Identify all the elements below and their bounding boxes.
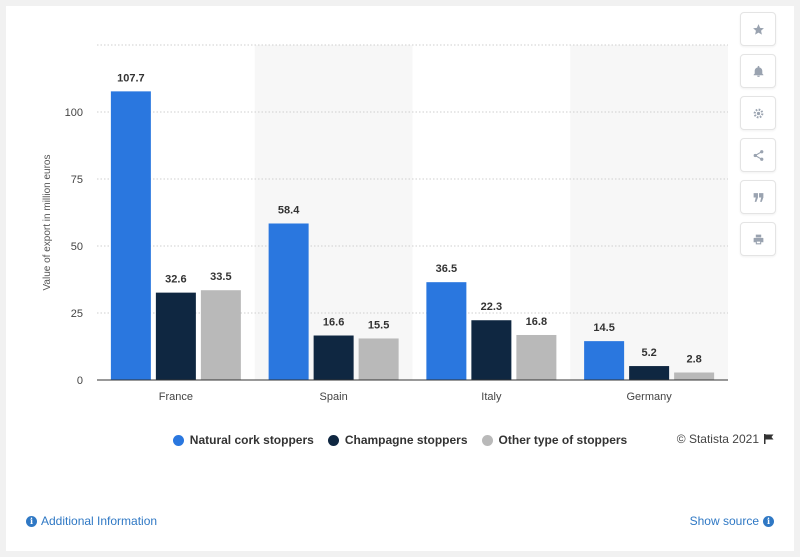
data-label: 32.6 — [165, 274, 186, 286]
gear-icon — [753, 108, 763, 118]
bar[interactable] — [313, 335, 354, 380]
bar[interactable] — [200, 290, 241, 380]
bar[interactable] — [155, 292, 196, 380]
legend-marker-icon — [481, 434, 493, 446]
bar[interactable] — [674, 372, 715, 380]
data-label: 33.5 — [210, 271, 231, 283]
legend-label: Champagne stoppers — [344, 433, 468, 447]
legend-item-other[interactable]: Other type of stoppers — [481, 433, 628, 447]
category-band — [570, 45, 728, 380]
bell-icon — [753, 65, 763, 77]
credit-text: © Statista 2021 — [676, 432, 759, 446]
legend-marker-icon — [327, 434, 339, 446]
y-axis-title: Value of export in million euros — [42, 155, 53, 291]
legend-marker-icon — [172, 434, 184, 446]
info-icon: i — [763, 515, 774, 527]
data-label: 2.8 — [686, 353, 701, 365]
show-source-label: Show source — [689, 514, 759, 528]
chart-card: 0 25 50 75 100 107.7 32.6 33.5 France 58.4 16.6 15.… — [6, 6, 794, 551]
bar[interactable] — [358, 338, 399, 380]
y-tick-label: 50 — [71, 241, 83, 253]
data-label: 107.7 — [117, 72, 145, 84]
y-tick-label: 25 — [71, 308, 83, 320]
flag-icon — [764, 434, 774, 444]
x-tick-label: Spain — [320, 391, 348, 403]
bar[interactable] — [110, 91, 151, 380]
y-tick-label: 0 — [77, 375, 83, 387]
legend-item-natural-cork[interactable]: Natural cork stoppers — [172, 433, 314, 447]
bar[interactable] — [471, 320, 512, 380]
x-tick-label: France — [159, 391, 193, 403]
notification-button[interactable] — [740, 54, 776, 88]
share-button[interactable] — [740, 138, 776, 172]
bar[interactable] — [629, 366, 670, 380]
bar[interactable] — [426, 282, 467, 380]
show-source-link[interactable]: Show source i — [690, 514, 774, 528]
side-toolbar — [740, 12, 776, 256]
settings-button[interactable] — [740, 96, 776, 130]
additional-information-label: Additional Information — [41, 514, 158, 528]
legend-label: Natural cork stoppers — [189, 433, 314, 447]
print-button[interactable] — [740, 222, 776, 256]
y-tick-label: 75 — [71, 174, 83, 186]
data-label: 5.2 — [641, 347, 656, 359]
data-label: 22.3 — [481, 301, 502, 313]
bar[interactable] — [516, 334, 557, 380]
legend-label: Other type of stoppers — [498, 433, 628, 447]
star-icon — [752, 23, 764, 35]
favorite-button[interactable] — [740, 12, 776, 46]
bar[interactable] — [584, 341, 625, 380]
quote-icon — [753, 192, 763, 202]
data-label: 36.5 — [436, 263, 457, 275]
data-label: 15.5 — [368, 319, 389, 331]
statista-credit[interactable]: © Statista 2021 — [677, 432, 774, 446]
cite-button[interactable] — [740, 180, 776, 214]
bar-chart: 0 25 50 75 100 107.7 32.6 33.5 France 58.4 16.6 15.… — [42, 44, 728, 403]
additional-information-link[interactable]: i Additional Information — [26, 514, 157, 528]
data-label: 16.8 — [526, 316, 547, 328]
bar[interactable] — [268, 223, 309, 380]
share-icon — [753, 149, 763, 161]
info-icon: i — [26, 515, 37, 527]
x-tick-label: Italy — [481, 391, 502, 403]
x-tick-label: Germany — [627, 391, 673, 403]
y-tick-label: 100 — [65, 107, 83, 119]
legend-item-champagne[interactable]: Champagne stoppers — [327, 433, 468, 447]
data-label: 16.6 — [323, 317, 344, 329]
data-label: 58.4 — [278, 204, 300, 216]
data-label: 14.5 — [593, 322, 614, 334]
print-icon — [753, 234, 763, 244]
legend: Natural cork stoppers Champagne stoppers… — [6, 433, 794, 447]
